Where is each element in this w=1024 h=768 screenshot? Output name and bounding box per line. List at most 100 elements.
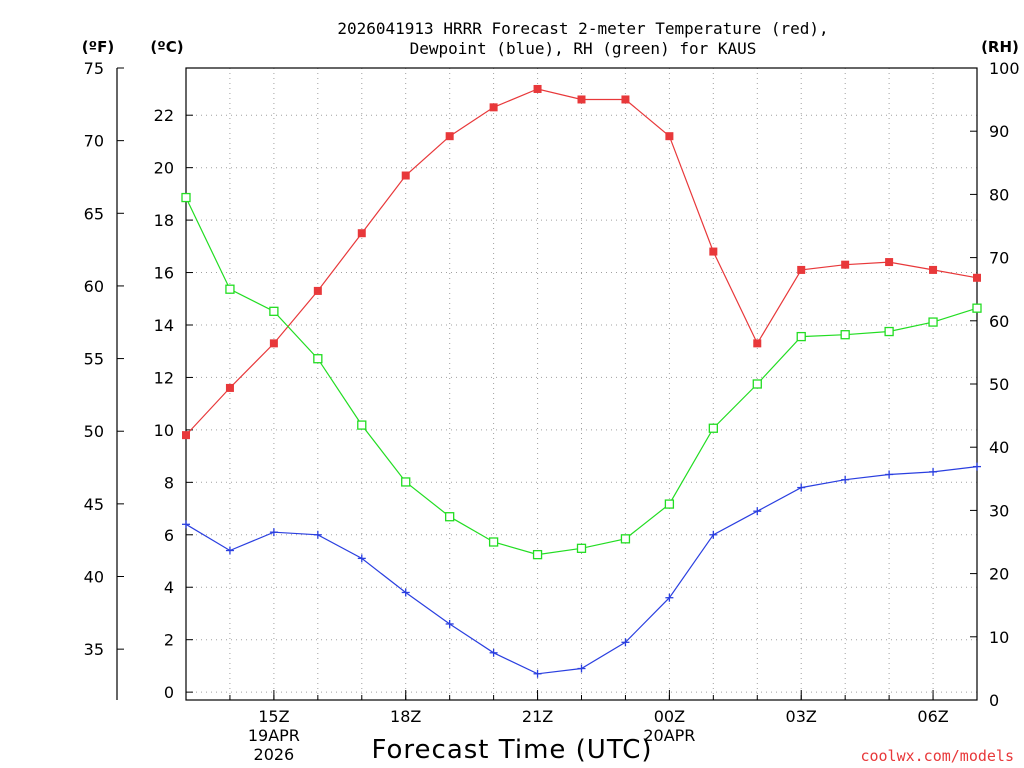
dewpoint-point (357, 554, 366, 563)
dewpoint-point (665, 593, 674, 602)
rh-point (313, 354, 323, 364)
fahrenheit-tick-label: 45 (84, 495, 104, 514)
dewpoint-point (269, 528, 278, 537)
temperature-point (885, 258, 894, 267)
grid-lines (185, 68, 978, 700)
temperature-point (269, 339, 278, 348)
rh-line (185, 197, 978, 556)
rh-tick-label: 60 (989, 312, 1009, 331)
temperature-point (401, 171, 410, 180)
rh-point (181, 192, 191, 203)
fahrenheit-tick-label: 55 (84, 350, 104, 369)
temperature-point (489, 103, 498, 112)
celsius-tick-label: 16 (154, 264, 174, 283)
rh-point (972, 303, 982, 313)
rh-point (708, 423, 718, 433)
celsius-tick-label: 4 (164, 578, 174, 597)
rh-point (488, 537, 499, 547)
rh-tick-label: 90 (989, 122, 1009, 141)
rh-tick-label: 10 (989, 628, 1009, 647)
chart-title-line-2: Dewpoint (blue), RH (green) for KAUS (410, 39, 757, 58)
celsius-tick-label: 8 (164, 473, 174, 492)
temperature-point (665, 132, 674, 141)
dewpoint-point (885, 470, 894, 479)
celsius-tick-label: 20 (154, 159, 174, 178)
dewpoint-point (401, 588, 410, 597)
rh-point (620, 534, 631, 544)
rh-point (445, 512, 455, 522)
temperature-point (621, 95, 630, 104)
rh-tick-label: 100 (989, 59, 1020, 78)
fahrenheit-unit-label: (ºF) (82, 38, 114, 56)
temperature-point (753, 339, 762, 348)
temperature-point (841, 260, 850, 269)
celsius-tick-label: 2 (164, 631, 174, 650)
rh-tick-label: 80 (989, 185, 1009, 204)
temperature-point (357, 229, 366, 238)
axes: 35 40 45 50 55 60 65 70 75 0 2 4 6 8 10 12 14 16 18 20 22 0 10… (84, 59, 1020, 764)
rh-point (752, 379, 762, 389)
dewpoint-point (225, 546, 234, 555)
celsius-tick-label: 10 (154, 421, 174, 440)
temperature-point (973, 273, 981, 282)
chart-title-line-1: 2026041913 HRRR Forecast 2-meter Tempera… (337, 19, 828, 38)
celsius-tick-label: 22 (154, 106, 174, 125)
dewpoint-point (577, 664, 586, 673)
x-tick-label: 21Z (522, 707, 553, 726)
rh-tick-label: 30 (989, 501, 1009, 520)
x-tick-date: 20APR (643, 726, 695, 745)
temperature-point (929, 265, 938, 274)
x-tick-year: 2026 (254, 745, 295, 764)
rh-tick-label: 20 (989, 565, 1009, 584)
dewpoint-point (313, 530, 322, 539)
celsius-tick-label: 18 (154, 211, 174, 230)
celsius-tick-label: 0 (164, 683, 174, 702)
rh-point (928, 317, 938, 327)
rh-point (357, 420, 367, 430)
fahrenheit-tick-label: 40 (84, 568, 104, 587)
x-tick-label: 06Z (917, 707, 948, 726)
temperature-point (225, 383, 234, 392)
temperature-point (797, 265, 806, 274)
data-series (181, 84, 982, 678)
rh-point (796, 331, 806, 342)
fahrenheit-tick-label: 35 (84, 640, 104, 659)
dewpoint-point (621, 638, 630, 647)
dewpoint-point (489, 648, 498, 657)
rh-tick-label: 0 (989, 691, 999, 710)
fahrenheit-tick-label: 50 (84, 422, 104, 441)
rh-point (225, 284, 235, 294)
dewpoint-point (973, 462, 981, 471)
celsius-tick-label: 14 (154, 316, 174, 335)
x-tick-label: 00Z (654, 707, 685, 726)
rh-unit-label: (RH) (981, 38, 1019, 56)
rh-tick-label: 70 (989, 249, 1009, 268)
dewpoint-point (929, 467, 938, 476)
rh-tick-label: 50 (989, 375, 1009, 394)
rh-point (269, 306, 279, 316)
rh-point (884, 326, 894, 337)
dewpoint-point (753, 507, 762, 516)
x-tick-label: 18Z (390, 707, 421, 726)
dewpoint-line (185, 466, 978, 675)
fahrenheit-tick-label: 70 (84, 132, 104, 151)
x-axis-title: Forecast Time (UTC) (371, 735, 652, 765)
temperature-point (577, 95, 586, 104)
fahrenheit-tick-label: 60 (84, 277, 104, 296)
dewpoint-point (182, 520, 190, 529)
x-tick-date: 19APR (248, 726, 300, 745)
credit-text: coolwx.com/models (860, 747, 1014, 765)
fahrenheit-tick-label: 75 (84, 59, 104, 78)
celsius-tick-label: 6 (164, 526, 174, 545)
fahrenheit-tick-label: 65 (84, 204, 104, 223)
temperature-point (313, 286, 322, 295)
temperature-point (182, 431, 190, 440)
rh-point (840, 330, 850, 340)
x-tick-label: 03Z (786, 707, 817, 726)
dewpoint-point (445, 619, 454, 628)
rh-point (664, 499, 675, 509)
rh-tick-label: 40 (989, 438, 1009, 457)
dewpoint-point (709, 530, 718, 539)
rh-point (401, 477, 411, 487)
